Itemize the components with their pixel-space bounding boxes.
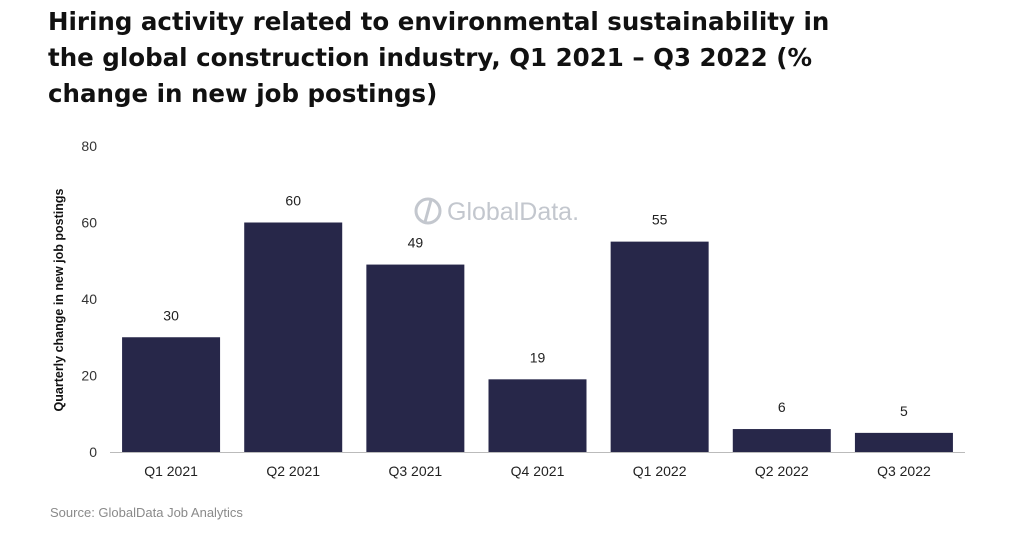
- y-tick-label: 20: [81, 368, 97, 384]
- value-labels: 30 60 49 19 55 6 5: [163, 193, 908, 419]
- x-tick-label: Q3 2021: [388, 463, 442, 479]
- source-note: Source: GlobalData Job Analytics: [50, 505, 243, 520]
- bar: [732, 429, 831, 452]
- y-tick-label: 0: [89, 444, 97, 460]
- bar-value-label: 19: [530, 349, 546, 365]
- x-tick-label: Q1 2022: [633, 463, 687, 479]
- x-tick-label: Q4 2021: [511, 463, 565, 479]
- chart-title: Hiring activity related to environmental…: [48, 7, 830, 108]
- y-tick-label: 60: [81, 215, 97, 231]
- bar-value-label: 49: [408, 235, 424, 251]
- y-axis-ticks: 0 20 40 60 80: [81, 138, 97, 460]
- bar: [488, 379, 587, 452]
- bars: [122, 222, 953, 452]
- y-axis-label: Quarterly change in new job postings: [52, 188, 66, 411]
- x-tick-label: Q2 2021: [266, 463, 320, 479]
- bar: [122, 337, 221, 452]
- bar: [610, 241, 709, 452]
- bar-value-label: 5: [900, 403, 908, 419]
- bar: [244, 222, 343, 452]
- bar: [854, 432, 953, 452]
- bar-value-label: 55: [652, 212, 668, 228]
- watermark-text: GlobalData.: [447, 198, 579, 226]
- x-tick-label: Q3 2022: [877, 463, 931, 479]
- bar-value-label: 60: [285, 193, 301, 209]
- x-axis-tick-labels: Q1 2021 Q2 2021 Q3 2021 Q4 2021 Q1 2022 Q2 20…: [144, 463, 931, 479]
- x-tick-label: Q1 2021: [144, 463, 198, 479]
- bar: [366, 264, 465, 452]
- globaldata-watermark: GlobalData.: [414, 197, 579, 226]
- x-tick-label: Q2 2022: [755, 463, 809, 479]
- y-tick-label: 40: [81, 291, 97, 307]
- y-tick-label: 80: [81, 138, 97, 154]
- bar-value-label: 30: [163, 307, 179, 323]
- bar-value-label: 6: [778, 399, 786, 415]
- globaldata-logo-icon: [414, 197, 442, 225]
